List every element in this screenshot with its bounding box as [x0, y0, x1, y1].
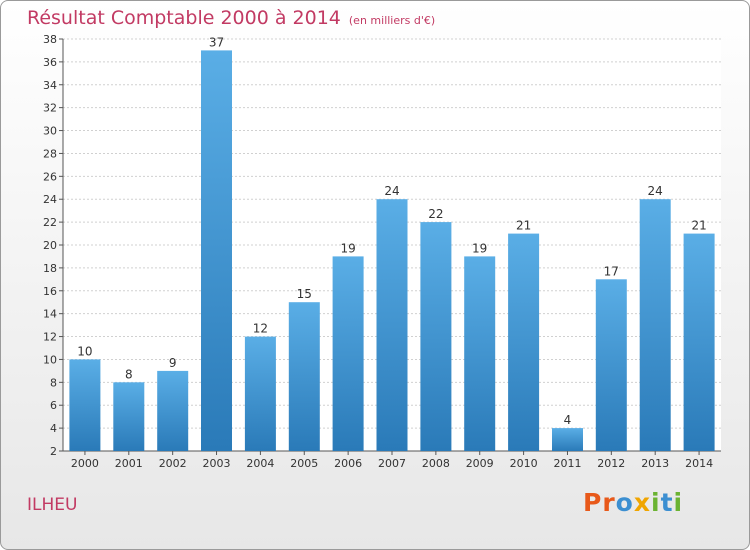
- bar: [595, 279, 627, 451]
- y-tick-label: 4: [50, 422, 57, 435]
- x-tick-label: 2001: [115, 457, 143, 470]
- bar-value-label: 21: [691, 219, 706, 233]
- bar-value-label: 22: [428, 207, 443, 221]
- bar-value-label: 17: [604, 264, 619, 278]
- chart-title-main: Résultat Comptable 2000 à 2014: [27, 7, 341, 29]
- logo-letter: o: [615, 488, 634, 517]
- x-tick-label: 2012: [597, 457, 625, 470]
- y-tick-label: 18: [43, 262, 57, 275]
- bar: [157, 370, 189, 451]
- y-tick-label: 6: [50, 399, 57, 412]
- logo-letter: i: [651, 488, 661, 517]
- x-tick-label: 2006: [334, 457, 362, 470]
- bar-value-label: 9: [169, 356, 177, 370]
- bar: [508, 233, 540, 451]
- x-tick-label: 2005: [290, 457, 318, 470]
- bar: [376, 199, 408, 451]
- y-tick-label: 36: [43, 56, 57, 69]
- chart-title-unit: (en milliers d'€): [348, 14, 436, 27]
- bar: [113, 382, 145, 451]
- bar-value-label: 19: [472, 241, 487, 255]
- bar-value-label: 12: [253, 322, 268, 336]
- bar: [332, 256, 364, 451]
- x-tick-label: 2010: [510, 457, 538, 470]
- bar-value-label: 37: [209, 35, 224, 49]
- bar: [69, 359, 101, 451]
- y-tick-label: 30: [43, 125, 57, 138]
- bar-value-label: 24: [384, 184, 399, 198]
- x-tick-label: 2009: [466, 457, 494, 470]
- logo-letter: P: [583, 488, 603, 517]
- x-tick-label: 2000: [71, 457, 99, 470]
- x-tick-label: 2004: [246, 457, 274, 470]
- x-tick-label: 2014: [685, 457, 713, 470]
- bar-value-label: 8: [125, 367, 133, 381]
- logo-letter: r: [602, 488, 616, 517]
- y-tick-label: 24: [43, 193, 57, 206]
- y-tick-label: 38: [43, 33, 57, 46]
- x-tick-label: 2003: [203, 457, 231, 470]
- bar: [683, 233, 715, 451]
- bar-value-label: 10: [77, 344, 92, 358]
- proxiti-logo: Proxiti: [583, 488, 683, 517]
- bar: [464, 256, 496, 451]
- bar: [201, 50, 232, 452]
- bar: [288, 302, 320, 451]
- bar-value-label: 4: [564, 413, 572, 427]
- commune-name: ILHEU: [27, 495, 78, 515]
- x-tick-label: 2002: [159, 457, 187, 470]
- y-tick-label: 14: [43, 308, 57, 321]
- y-tick-label: 16: [43, 285, 57, 298]
- logo-letter: i: [673, 488, 684, 517]
- x-tick-label: 2013: [641, 457, 669, 470]
- y-tick-label: 22: [43, 216, 57, 229]
- logo-letter: x: [633, 488, 651, 517]
- bar-value-label: 24: [648, 184, 663, 198]
- bar-value-label: 21: [516, 219, 531, 233]
- y-tick-label: 32: [43, 102, 57, 115]
- bar: [420, 222, 452, 451]
- y-tick-label: 10: [43, 353, 57, 366]
- bar: [552, 428, 583, 451]
- x-tick-label: 2008: [422, 457, 450, 470]
- y-tick-label: 2: [50, 445, 57, 458]
- bar-value-label: 19: [340, 241, 355, 255]
- bar: [639, 199, 671, 451]
- bar: [244, 336, 276, 451]
- y-tick-label: 26: [43, 170, 57, 183]
- logo-letter: t: [660, 488, 674, 517]
- chart-title: Résultat Comptable 2000 à 2014 (en millie…: [27, 7, 435, 29]
- y-tick-label: 28: [43, 147, 57, 160]
- x-tick-label: 2007: [378, 457, 406, 470]
- x-tick-label: 2011: [554, 457, 582, 470]
- y-tick-label: 20: [43, 239, 57, 252]
- y-tick-label: 34: [43, 79, 57, 92]
- y-tick-label: 12: [43, 331, 57, 344]
- bar-value-label: 15: [297, 287, 312, 301]
- y-tick-label: 8: [50, 376, 57, 389]
